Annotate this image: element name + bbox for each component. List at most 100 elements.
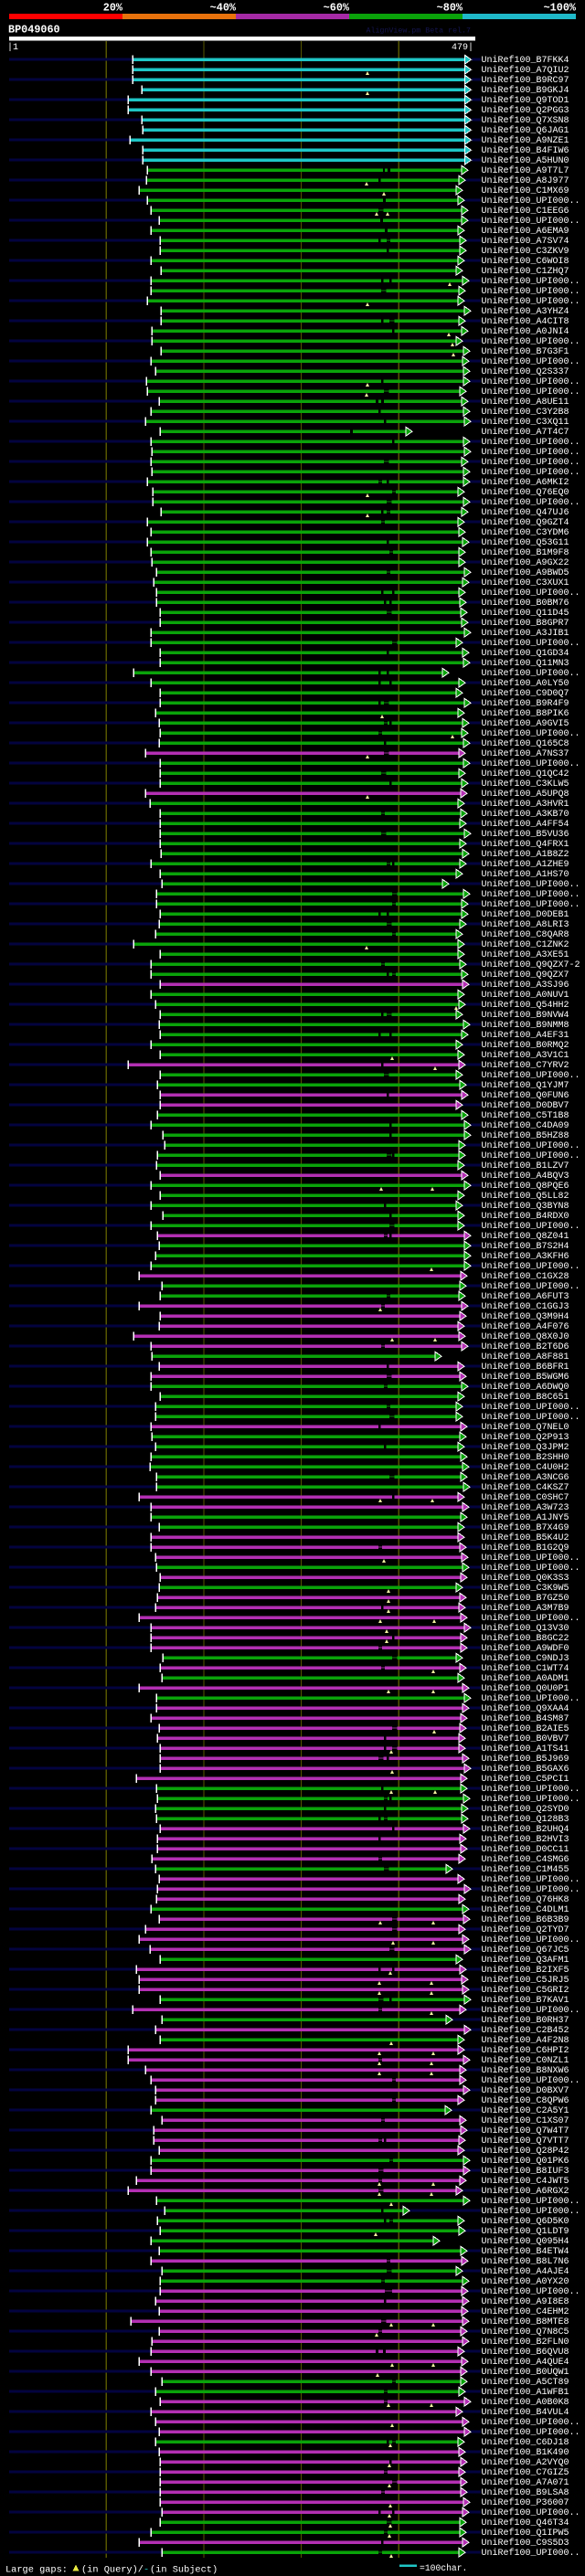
svg-text:UniRef100_UPI000..: UniRef100_UPI000.. [482, 1281, 580, 1292]
svg-text:UniRef100_Q2PGG3: UniRef100_Q2PGG3 [482, 105, 569, 116]
svg-text:UniRef100_C8QPW6: UniRef100_C8QPW6 [482, 2095, 569, 2106]
svg-text:UniRef100_A8F881: UniRef100_A8F881 [482, 1352, 569, 1362]
svg-text:UniRef100_A9BWD5: UniRef100_A9BWD5 [482, 567, 569, 578]
svg-text:UniRef100_B0RH37: UniRef100_B0RH37 [482, 2015, 569, 2026]
svg-text:UniRef100_A8J977: UniRef100_A8J977 [482, 175, 569, 186]
svg-text:UniRef100_A6EMA9: UniRef100_A6EMA9 [482, 226, 569, 237]
svg-text:UniRef100_A7SV74: UniRef100_A7SV74 [482, 236, 569, 247]
svg-text:UniRef100_A5UPQ8: UniRef100_A5UPQ8 [482, 789, 569, 800]
svg-text:UniRef100_UPI000..: UniRef100_UPI000.. [482, 2548, 580, 2559]
svg-text:UniRef100_B5VU36: UniRef100_B5VU36 [482, 829, 569, 840]
svg-text:UniRef100_Q46T34: UniRef100_Q46T34 [482, 2518, 569, 2528]
svg-text:UniRef100_A3KB70: UniRef100_A3KB70 [482, 809, 569, 820]
svg-text:UniRef100_Q6JAG1: UniRef100_Q6JAG1 [482, 125, 569, 136]
svg-text:UniRef100_UPI000..: UniRef100_UPI000.. [482, 1935, 580, 1945]
svg-text:UniRef100_Q8PQE6: UniRef100_Q8PQE6 [482, 1181, 569, 1192]
svg-text:UniRef100_Q1IPW5: UniRef100_Q1IPW5 [482, 2528, 569, 2539]
svg-text:UniRef100_B0UQW1: UniRef100_B0UQW1 [482, 2367, 569, 2378]
svg-text:UniRef100_A4FF54: UniRef100_A4FF54 [482, 819, 569, 830]
svg-text:UniRef100_A9GVI5: UniRef100_A9GVI5 [482, 718, 569, 729]
svg-text:UniRef100_A4F076: UniRef100_A4F076 [482, 1321, 569, 1332]
svg-text:UniRef100_B9NMM8: UniRef100_B9NMM8 [482, 1020, 569, 1031]
svg-text:UniRef100_B9LSA8: UniRef100_B9LSA8 [482, 2487, 569, 2498]
svg-text:UniRef100_UPI000..: UniRef100_UPI000.. [482, 588, 580, 599]
svg-text:UniRef100_C4SMG6: UniRef100_C4SMG6 [482, 1854, 569, 1865]
svg-text:UniRef100_B9NVW4: UniRef100_B9NVW4 [482, 1010, 569, 1021]
svg-text:UniRef100_A8UE11: UniRef100_A8UE11 [482, 397, 569, 408]
svg-text:UniRef100_B8MTE8: UniRef100_B8MTE8 [482, 2316, 569, 2327]
svg-text:UniRef100_Q11D45: UniRef100_Q11D45 [482, 608, 569, 619]
svg-text:UniRef100_C5PCI1: UniRef100_C5PCI1 [482, 1774, 569, 1785]
svg-text:UniRef100_UPI000..: UniRef100_UPI000.. [482, 2427, 580, 2438]
svg-text:UniRef100_Q9TOD1: UniRef100_Q9TOD1 [482, 95, 569, 106]
svg-text:UniRef100_UPI000..: UniRef100_UPI000.. [482, 497, 580, 508]
svg-text:UniRef100_UPI000..: UniRef100_UPI000.. [482, 447, 580, 458]
svg-text:UniRef100_A3YHZ4: UniRef100_A3YHZ4 [482, 306, 569, 317]
svg-text:UniRef100_B7KAV1: UniRef100_B7KAV1 [482, 1995, 569, 2006]
svg-text:UniRef100_Q8Z041: UniRef100_Q8Z041 [482, 1231, 569, 1242]
svg-text:UniRef100_Q47UJ6: UniRef100_Q47UJ6 [482, 507, 569, 518]
svg-text:UniRef100_C1GX28: UniRef100_C1GX28 [482, 1271, 569, 1282]
svg-text:UniRef100_UPI000..: UniRef100_UPI000.. [482, 2206, 580, 2217]
svg-text:UniRef100_Q128B3: UniRef100_Q128B3 [482, 1814, 569, 1825]
svg-text:UniRef100_UPI000..: UniRef100_UPI000.. [482, 437, 580, 448]
svg-text:UniRef100_D0DEB1: UniRef100_D0DEB1 [482, 909, 569, 920]
svg-text:UniRef100_C1WT74: UniRef100_C1WT74 [482, 1663, 569, 1674]
svg-text:UniRef100_B8C651: UniRef100_B8C651 [482, 1392, 569, 1403]
svg-text:UniRef100_A3XE51: UniRef100_A3XE51 [482, 949, 569, 960]
svg-text:|1: |1 [7, 42, 18, 53]
svg-text:UniRef100_UPI000..: UniRef100_UPI000.. [482, 1884, 580, 1895]
svg-text:UniRef100_C1XS07: UniRef100_C1XS07 [482, 2115, 569, 2126]
svg-text:UniRef100_A4EF31: UniRef100_A4EF31 [482, 1030, 569, 1041]
svg-text:UniRef100_Q6D5K0: UniRef100_Q6D5K0 [482, 2216, 569, 2227]
svg-text:UniRef100_C5T1B8: UniRef100_C5T1B8 [482, 1110, 569, 1121]
svg-text:UniRef100_A0NUV1: UniRef100_A0NUV1 [482, 990, 569, 1001]
svg-text:UniRef100_C3XQ11: UniRef100_C3XQ11 [482, 417, 569, 428]
svg-text:UniRef100_UPI000..: UniRef100_UPI000.. [482, 668, 580, 679]
svg-text:UniRef100_Q1LDT9: UniRef100_Q1LDT9 [482, 2226, 569, 2237]
svg-text:UniRef100_P36007: UniRef100_P36007 [482, 2497, 569, 2508]
svg-text:BP049060: BP049060 [8, 24, 60, 37]
svg-text:UniRef100_Q01PK6: UniRef100_Q01PK6 [482, 2156, 569, 2167]
svg-text:UniRef100_A0ADM1: UniRef100_A0ADM1 [482, 1673, 569, 1684]
svg-text:UniRef100_C9S5D3: UniRef100_C9S5D3 [482, 2538, 569, 2549]
svg-text:UniRef100_B4SM87: UniRef100_B4SM87 [482, 1713, 569, 1724]
svg-text:UniRef100_B2FLN0: UniRef100_B2FLN0 [482, 2337, 569, 2348]
svg-text:UniRef100_UPI000..: UniRef100_UPI000.. [482, 2507, 580, 2518]
svg-text:UniRef100_A9I8E8: UniRef100_A9I8E8 [482, 2296, 569, 2307]
svg-text:UniRef100_A4BQV3: UniRef100_A4BQV3 [482, 1171, 569, 1182]
svg-text:UniRef100_C3KLW5: UniRef100_C3KLW5 [482, 779, 569, 790]
svg-text:UniRef100_B8L7N6: UniRef100_B8L7N6 [482, 2256, 569, 2267]
svg-text:UniRef100_C1M455: UniRef100_C1M455 [482, 1864, 569, 1875]
svg-text:UniRef100_UPI000..: UniRef100_UPI000.. [482, 1874, 580, 1885]
svg-text:UniRef100_UPI000..: UniRef100_UPI000.. [482, 1412, 580, 1423]
svg-text:UniRef100_C1ZHQ7: UniRef100_C1ZHQ7 [482, 266, 569, 277]
svg-text:UniRef100_A3NCG6: UniRef100_A3NCG6 [482, 1472, 569, 1483]
svg-text:UniRef100_Q76EQ0: UniRef100_Q76EQ0 [482, 487, 569, 498]
svg-text:UniRef100_UPI000..: UniRef100_UPI000.. [482, 216, 580, 227]
svg-text:UniRef100_A7T4C7: UniRef100_A7T4C7 [482, 427, 569, 438]
svg-text:UniRef100_Q8X0J0: UniRef100_Q8X0J0 [482, 1331, 569, 1342]
svg-text:UniRef100_UPI000..: UniRef100_UPI000.. [482, 336, 580, 347]
svg-text:UniRef100_C2A5Y1: UniRef100_C2A5Y1 [482, 2105, 569, 2116]
svg-text:UniRef100_Q9GZT4: UniRef100_Q9GZT4 [482, 517, 569, 528]
svg-text:UniRef100_Q1QC42: UniRef100_Q1QC42 [482, 769, 569, 779]
svg-text:UniRef100_Q0U0P1: UniRef100_Q0U0P1 [482, 1683, 569, 1694]
svg-text:UniRef100_A6MKI2: UniRef100_A6MKI2 [482, 477, 569, 488]
svg-text:UniRef100_B4FIW6: UniRef100_B4FIW6 [482, 145, 569, 156]
svg-text:UniRef100_Q1GD34: UniRef100_Q1GD34 [482, 648, 569, 659]
svg-text:UniRef100_UPI000..: UniRef100_UPI000.. [482, 1784, 580, 1795]
svg-text:UniRef100_UPI000..: UniRef100_UPI000.. [482, 457, 580, 468]
svg-text:UniRef100_Q2S337: UniRef100_Q2S337 [482, 366, 569, 377]
svg-text:UniRef100_Q7XSN8: UniRef100_Q7XSN8 [482, 115, 569, 126]
svg-text:UniRef100_C4KSZ7: UniRef100_C4KSZ7 [482, 1482, 569, 1493]
svg-text:UniRef100_Q165C8: UniRef100_Q165C8 [482, 738, 569, 749]
svg-text:UniRef100_A3HVR1: UniRef100_A3HVR1 [482, 799, 569, 810]
svg-text:UniRef100_C1GGJ3: UniRef100_C1GGJ3 [482, 1301, 569, 1312]
svg-text:(in Subject): (in Subject) [150, 2565, 218, 2576]
svg-text:=100char.: =100char. [420, 2563, 467, 2573]
svg-text:UniRef100_A3W723: UniRef100_A3W723 [482, 1502, 569, 1513]
svg-text:UniRef100_A2VYQ0: UniRef100_A2VYQ0 [482, 2457, 569, 2468]
svg-text:UniRef100_A9NZE1: UniRef100_A9NZE1 [482, 135, 569, 146]
svg-text:UniRef100_B0RMQ2: UniRef100_B0RMQ2 [482, 1040, 569, 1051]
